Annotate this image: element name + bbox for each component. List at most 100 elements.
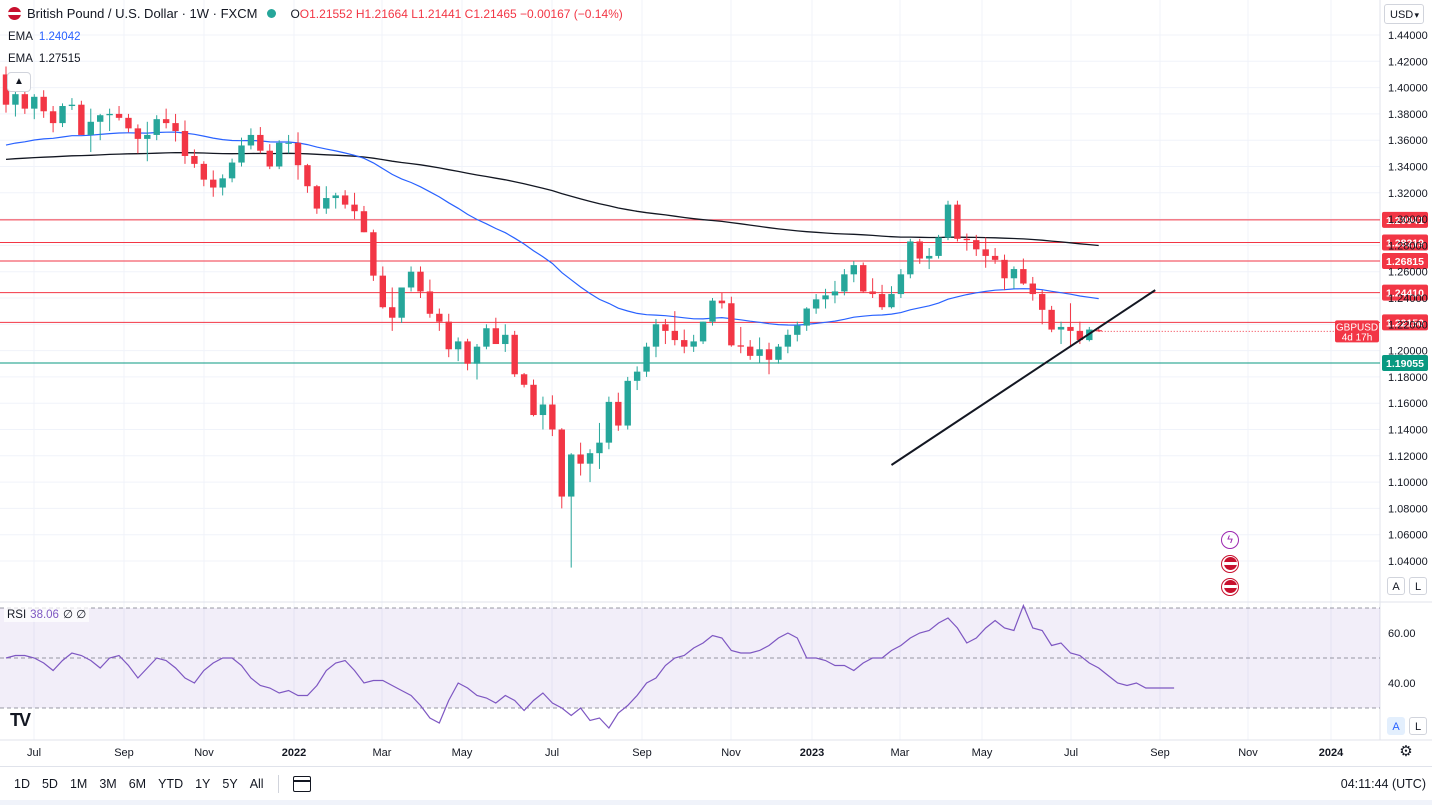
lightning-event-icon[interactable]: ϟ bbox=[1221, 531, 1239, 549]
candle-body bbox=[398, 287, 405, 318]
ema-slow-value: 1.27515 bbox=[38, 53, 81, 65]
change-value: −0.00167 (−0.14%) bbox=[520, 6, 623, 21]
candle-body bbox=[1067, 326, 1074, 331]
rsi-extra-2: ∅ bbox=[76, 609, 87, 621]
price-tick-label: 1.26000 bbox=[1388, 267, 1428, 279]
rsi-extra-1: ∅ bbox=[62, 609, 73, 621]
auto-scale-button[interactable]: A bbox=[1387, 577, 1405, 595]
range-ytd[interactable]: YTD bbox=[158, 777, 184, 791]
candle-body bbox=[746, 346, 754, 356]
candle-body bbox=[690, 341, 697, 347]
candle-body bbox=[134, 128, 142, 139]
candle-body bbox=[106, 113, 113, 116]
candle-body bbox=[709, 300, 716, 322]
candle-body bbox=[266, 150, 273, 167]
candle-body bbox=[341, 195, 349, 205]
candle-body bbox=[803, 308, 810, 326]
candle-body bbox=[12, 94, 19, 105]
level-tag bbox=[1382, 252, 1428, 269]
ema-slow-label: EMA bbox=[8, 53, 33, 65]
candle-body bbox=[728, 303, 735, 346]
candle-body bbox=[483, 328, 490, 347]
time-tick-label: Jul bbox=[27, 747, 41, 759]
time-tick-label: 2022 bbox=[282, 747, 306, 759]
range-3m[interactable]: 3M bbox=[99, 777, 117, 791]
range-1y[interactable]: 1Y bbox=[195, 777, 211, 791]
price-tick-label: 1.14000 bbox=[1388, 425, 1428, 437]
candle-body bbox=[87, 121, 94, 135]
candle-body bbox=[982, 249, 989, 256]
settings-gear-icon[interactable]: ⚙ bbox=[1399, 743, 1413, 760]
candle-body bbox=[200, 163, 208, 180]
time-tick-label: Mar bbox=[373, 747, 392, 759]
price-tick-label: 1.32000 bbox=[1388, 188, 1428, 200]
level-tag bbox=[1382, 314, 1428, 331]
time-tick-label: Jul bbox=[1064, 747, 1078, 759]
candle-body bbox=[285, 142, 292, 144]
symbol-title[interactable]: British Pound / U.S. Dollar · 1W · FXCM bbox=[27, 6, 258, 21]
gbp-event-icon[interactable] bbox=[1221, 555, 1239, 573]
candle-body bbox=[624, 380, 631, 426]
candle-body bbox=[49, 111, 57, 124]
time-tick-label: Nov bbox=[1238, 747, 1258, 759]
candle-body bbox=[144, 134, 151, 139]
level-tag bbox=[1382, 355, 1428, 372]
candle-body bbox=[558, 429, 565, 497]
candle-body bbox=[464, 341, 471, 364]
rsi-auto-scale-button[interactable]: A bbox=[1387, 717, 1405, 735]
range-all[interactable]: All bbox=[249, 777, 264, 791]
price-tick-label: 1.22000 bbox=[1388, 319, 1428, 331]
rsi-log-scale-button[interactable]: L bbox=[1409, 717, 1427, 735]
price-tick-label: 1.42000 bbox=[1388, 56, 1428, 68]
candle-body bbox=[615, 401, 622, 426]
horizontal-levels[interactable]: 1.29941 1.28219 1.26815 1.24410 1.22150 1.190… bbox=[0, 211, 1428, 372]
candle-body bbox=[172, 123, 179, 131]
price-tick-label: 1.40000 bbox=[1388, 83, 1428, 95]
range-1d[interactable]: 1D bbox=[14, 777, 30, 791]
time-axis[interactable]: Jul Sep Nov 2022 Mar May Jul Sep Nov 2023 Mar May Ju… bbox=[27, 747, 1344, 759]
range-1m[interactable]: 1M bbox=[69, 777, 88, 791]
price-tick-label: 1.06000 bbox=[1388, 530, 1428, 542]
range-5y[interactable]: 5Y bbox=[222, 777, 238, 791]
log-scale-button[interactable]: L bbox=[1409, 577, 1427, 595]
candle-body bbox=[97, 115, 104, 122]
tradingview-logo[interactable]: TV bbox=[10, 710, 31, 730]
candle-body bbox=[831, 291, 839, 296]
price-tick-label: 1.12000 bbox=[1388, 451, 1428, 463]
trendline[interactable] bbox=[890, 289, 1156, 466]
calendar-icon[interactable] bbox=[292, 776, 311, 792]
candle-body bbox=[125, 117, 132, 129]
candle-body bbox=[775, 346, 782, 360]
level-tag bbox=[1382, 211, 1428, 228]
chart-header: British Pound / U.S. Dollar · 1W · FXCM … bbox=[8, 6, 623, 21]
bottom-toolbar: 1D 5D 1M 3M 6M YTD 1Y 5Y All 04:11:44 (U… bbox=[0, 766, 1432, 801]
candle-body bbox=[473, 346, 481, 364]
rsi-value: 38.06 bbox=[30, 609, 59, 621]
ema-fast-legend[interactable]: EMA 1.24042 bbox=[8, 31, 81, 43]
currency-select[interactable]: USD bbox=[1384, 4, 1424, 25]
range-6m[interactable]: 6M bbox=[128, 777, 147, 791]
level-tag-label: 1.26815 bbox=[1386, 256, 1424, 268]
candle-body bbox=[115, 113, 123, 118]
close-value: C1.21465 bbox=[464, 6, 517, 21]
candle-body bbox=[671, 330, 679, 341]
candle-body bbox=[944, 204, 952, 238]
candle-body bbox=[822, 295, 829, 300]
range-5d[interactable]: 5D bbox=[41, 777, 58, 791]
ema-slow-legend[interactable]: EMA 1.27515 bbox=[8, 53, 81, 65]
price-tick-label: 1.10000 bbox=[1388, 477, 1428, 489]
candle-body bbox=[586, 453, 594, 464]
candle-body bbox=[643, 346, 650, 372]
candle-body bbox=[869, 291, 876, 295]
candle-body bbox=[454, 341, 462, 350]
candle-body bbox=[370, 232, 377, 276]
usd-event-icon[interactable] bbox=[1221, 578, 1239, 596]
rsi-legend[interactable]: RSI 38.06 ∅ ∅ bbox=[4, 606, 90, 622]
candle-body bbox=[681, 340, 688, 347]
candle-body bbox=[794, 325, 801, 335]
collapse-legend-button[interactable]: ▲ bbox=[7, 72, 31, 92]
candle-body bbox=[68, 104, 76, 107]
rsi-tick-label: 40.00 bbox=[1388, 678, 1416, 690]
